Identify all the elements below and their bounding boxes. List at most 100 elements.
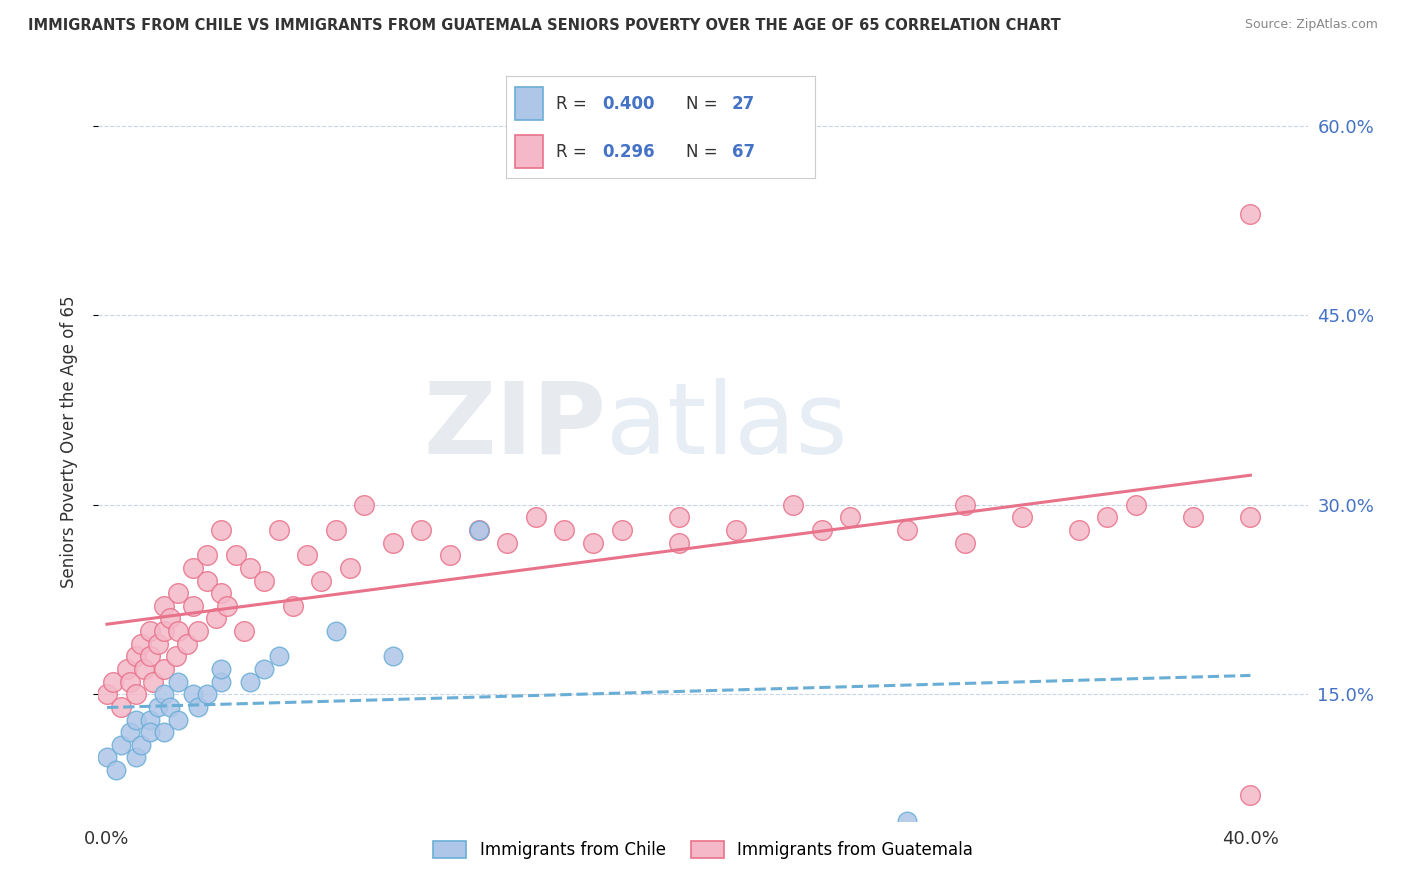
Point bbox=[1125, 498, 1147, 512]
Point bbox=[153, 599, 176, 613]
Point bbox=[195, 574, 218, 588]
Point bbox=[167, 674, 190, 689]
Point bbox=[896, 523, 918, 537]
Text: 27: 27 bbox=[733, 95, 755, 112]
Point bbox=[153, 624, 176, 639]
Point bbox=[181, 599, 204, 613]
Point bbox=[187, 624, 209, 639]
Text: atlas: atlas bbox=[606, 378, 848, 475]
Point bbox=[181, 687, 204, 701]
Point bbox=[139, 725, 162, 739]
Point bbox=[582, 535, 605, 549]
Point bbox=[953, 535, 976, 549]
Point bbox=[311, 574, 333, 588]
Point bbox=[339, 561, 361, 575]
Point bbox=[239, 674, 262, 689]
Text: N =: N = bbox=[686, 143, 723, 161]
Point bbox=[153, 687, 176, 701]
Point bbox=[839, 510, 862, 524]
Point bbox=[142, 674, 165, 689]
Point bbox=[124, 713, 146, 727]
FancyBboxPatch shape bbox=[516, 87, 543, 120]
Point bbox=[467, 523, 489, 537]
Point bbox=[295, 548, 318, 563]
Point bbox=[896, 814, 918, 828]
Text: N =: N = bbox=[686, 95, 723, 112]
Text: ZIP: ZIP bbox=[423, 378, 606, 475]
Point bbox=[810, 523, 832, 537]
Point bbox=[129, 637, 152, 651]
Point bbox=[195, 687, 218, 701]
Point bbox=[610, 523, 633, 537]
Point bbox=[96, 687, 118, 701]
Point bbox=[467, 523, 489, 537]
Point bbox=[553, 523, 575, 537]
Point bbox=[167, 586, 190, 600]
Point bbox=[253, 574, 276, 588]
Point bbox=[167, 624, 190, 639]
Point bbox=[215, 599, 238, 613]
Point bbox=[187, 699, 209, 714]
Point bbox=[148, 699, 170, 714]
Point bbox=[124, 750, 146, 764]
Point bbox=[209, 674, 232, 689]
Point bbox=[167, 713, 190, 727]
Point bbox=[1097, 510, 1119, 524]
Point bbox=[225, 548, 247, 563]
Point bbox=[1011, 510, 1033, 524]
Point bbox=[953, 498, 976, 512]
Text: IMMIGRANTS FROM CHILE VS IMMIGRANTS FROM GUATEMALA SENIORS POVERTY OVER THE AGE : IMMIGRANTS FROM CHILE VS IMMIGRANTS FROM… bbox=[28, 18, 1062, 33]
Text: 0.400: 0.400 bbox=[602, 95, 655, 112]
Text: 0.296: 0.296 bbox=[602, 143, 655, 161]
Text: 67: 67 bbox=[733, 143, 755, 161]
Point bbox=[325, 624, 347, 639]
Point bbox=[159, 699, 181, 714]
Y-axis label: Seniors Poverty Over the Age of 65: Seniors Poverty Over the Age of 65 bbox=[59, 295, 77, 588]
Point bbox=[281, 599, 304, 613]
Point bbox=[118, 725, 141, 739]
Point bbox=[139, 624, 162, 639]
FancyBboxPatch shape bbox=[516, 136, 543, 168]
Point bbox=[668, 510, 690, 524]
Point bbox=[1239, 789, 1261, 803]
Point bbox=[353, 498, 375, 512]
Point bbox=[139, 713, 162, 727]
Point bbox=[134, 662, 156, 676]
Point bbox=[165, 649, 187, 664]
Point bbox=[153, 725, 176, 739]
Point bbox=[159, 611, 181, 625]
Point bbox=[209, 586, 232, 600]
Point bbox=[1239, 510, 1261, 524]
Point bbox=[153, 662, 176, 676]
Point bbox=[668, 535, 690, 549]
Point bbox=[381, 649, 404, 664]
Point bbox=[115, 662, 138, 676]
Point bbox=[118, 674, 141, 689]
Point bbox=[104, 763, 127, 777]
Point bbox=[411, 523, 433, 537]
Text: R =: R = bbox=[555, 95, 592, 112]
Point bbox=[110, 699, 132, 714]
Point bbox=[325, 523, 347, 537]
Point bbox=[124, 649, 146, 664]
Point bbox=[524, 510, 547, 524]
Point bbox=[439, 548, 461, 563]
Point bbox=[101, 674, 124, 689]
Point bbox=[1067, 523, 1090, 537]
Point bbox=[239, 561, 262, 575]
Point bbox=[176, 637, 198, 651]
Point bbox=[181, 561, 204, 575]
Point bbox=[209, 662, 232, 676]
Point bbox=[267, 649, 290, 664]
Point bbox=[496, 535, 519, 549]
Point bbox=[782, 498, 804, 512]
Point bbox=[195, 548, 218, 563]
Point bbox=[148, 637, 170, 651]
Point bbox=[204, 611, 226, 625]
Text: Source: ZipAtlas.com: Source: ZipAtlas.com bbox=[1244, 18, 1378, 31]
Point bbox=[233, 624, 256, 639]
Point bbox=[267, 523, 290, 537]
Point bbox=[124, 687, 146, 701]
Point bbox=[209, 523, 232, 537]
Point bbox=[1239, 207, 1261, 221]
